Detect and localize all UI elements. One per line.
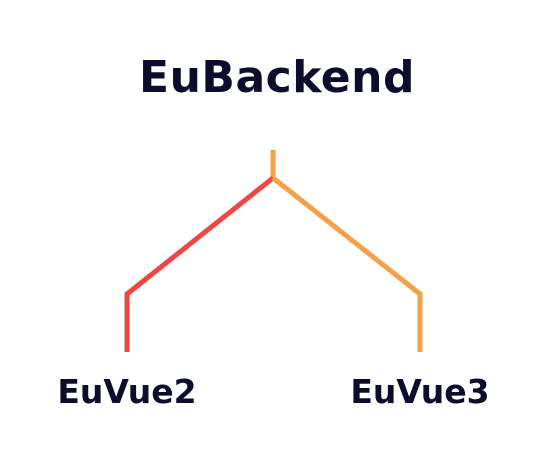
child-node-euvue2: EuVue2: [57, 372, 197, 411]
right-branch-line: [271, 176, 423, 352]
child-node-euvue3: EuVue3: [350, 372, 490, 411]
root-node-label: EuBackend: [139, 52, 415, 103]
left-branch-line: [124, 176, 275, 352]
